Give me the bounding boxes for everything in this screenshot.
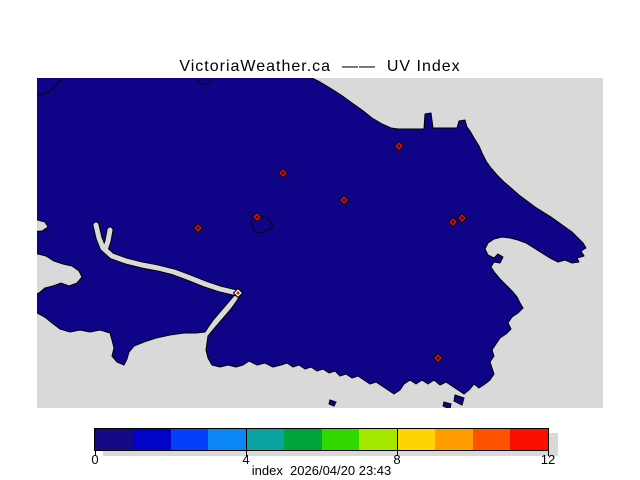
colorbar-tick-label: 4 [242,452,250,467]
colorbar-segment [359,429,397,450]
gorge-waterway [93,222,240,296]
colorbar-tick-label: 12 [540,452,556,467]
colorbar-tick [397,428,398,456]
colorbar-caption: index 2026/04/20 23:43 [251,463,392,478]
colorbar-segment [246,429,284,450]
islet [328,399,337,407]
colorbar-segment [132,429,171,450]
colorbar-segment [510,429,548,450]
elk-lake-edge [196,78,214,85]
colorbar-tick [548,450,549,456]
colorbar-tick [246,428,247,456]
colorbar-segment [434,429,473,450]
saanich-arm-contour [37,78,62,97]
colorbar-segment [397,429,435,450]
colorbar-tick [95,450,96,456]
station-marker [251,211,263,223]
station-marker [277,167,289,179]
stations-layer [192,140,468,364]
colorbar-segment [472,429,511,450]
colorbar [94,428,549,451]
colorbar-segment [208,429,246,450]
station-marker [447,216,459,228]
colorbar-segment [283,429,322,450]
inlet-wedge [37,219,49,232]
islet [453,394,465,406]
colorbar-segment [95,429,133,450]
station-marker [192,222,204,234]
colorbar-segment [170,429,209,450]
page-title: VictoriaWeather.ca —— UV Index [179,58,461,75]
station-marker [393,140,405,152]
station-marker-highlight [232,287,244,299]
colorbar-segment [321,429,360,450]
colorbar-tick-label: 8 [393,452,401,467]
station-marker [338,194,350,206]
coastline [37,78,587,395]
islet [442,401,452,408]
esquimalt-harbour [37,253,83,295]
station-marker [432,352,444,364]
station-marker [456,212,468,224]
landmass [37,78,586,394]
colorbar-tick-label: 0 [91,452,99,467]
